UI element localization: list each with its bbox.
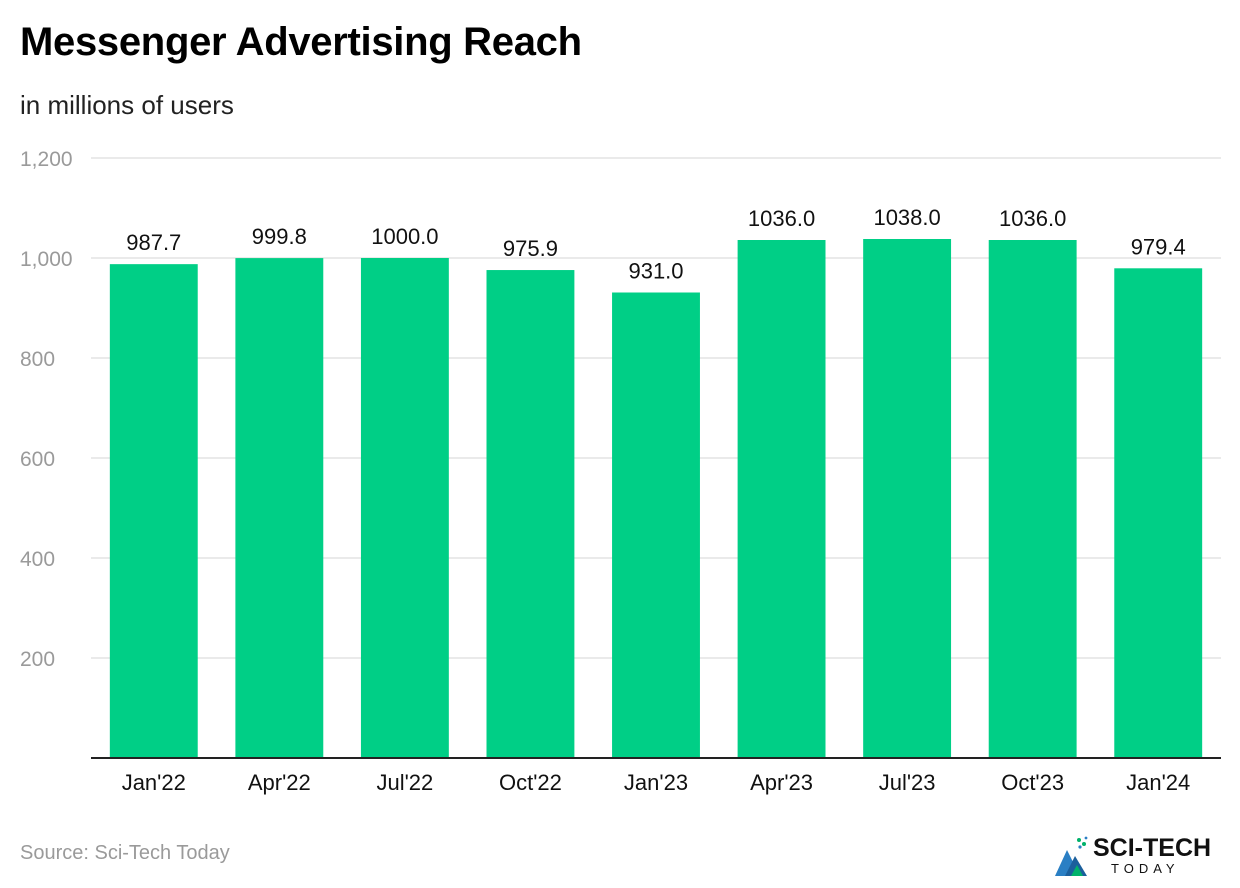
- bar: [486, 270, 575, 758]
- y-axis-ticks: 200 400 600 800 1,000 1,200: [20, 148, 73, 671]
- bar: [1114, 268, 1203, 758]
- bar-value-label: 979.4: [1131, 234, 1186, 259]
- x-tick-label: Jan'23: [624, 770, 688, 795]
- y-tick-label: 800: [20, 348, 55, 371]
- brand-logo: SCI-TECH TODAY: [1053, 832, 1228, 880]
- chart-subtitle: in millions of users: [20, 90, 234, 120]
- y-tick-label: 200: [20, 648, 55, 671]
- x-tick-label: Oct'23: [1001, 770, 1064, 795]
- bar-value-label: 1000.0: [371, 224, 438, 249]
- x-tick-label: Apr'22: [248, 770, 311, 795]
- x-tick-label: Jul'23: [879, 770, 936, 795]
- chart-title: Messenger Advertising Reach: [20, 20, 582, 64]
- bars: [109, 239, 1203, 758]
- x-tick-label: Jan'24: [1126, 770, 1190, 795]
- bar: [737, 240, 826, 758]
- bar: [988, 240, 1077, 758]
- x-axis-ticks: Jan'22 Apr'22 Jul'22 Oct'22 Jan'23 Apr'23 Jul'…: [122, 770, 1191, 795]
- bar: [235, 258, 324, 758]
- bar-value-label: 1036.0: [748, 206, 815, 231]
- x-tick-label: Jul'22: [376, 770, 433, 795]
- bar-value-label: 999.8: [252, 224, 307, 249]
- bar: [612, 292, 700, 758]
- bar-value-label: 987.7: [126, 230, 181, 255]
- x-tick-label: Oct'22: [499, 770, 562, 795]
- y-tick-label: 1,000: [20, 248, 73, 271]
- brand-mountain-icon: [1055, 836, 1088, 876]
- source-note: Source: Sci-Tech Today: [20, 842, 230, 864]
- bar-value-label: 975.9: [503, 236, 558, 261]
- x-tick-label: Apr'23: [750, 770, 813, 795]
- brand-tagline: TODAY: [1111, 861, 1180, 876]
- brand-name: SCI-TECH: [1093, 834, 1212, 862]
- y-tick-label: 400: [20, 548, 55, 571]
- bar-value-label: 1038.0: [873, 205, 940, 230]
- data-labels: 987.7 999.8 1000.0 975.9 931.0 1036.0 1038.0 10…: [126, 205, 1186, 284]
- x-tick-label: Jan'22: [122, 770, 186, 795]
- bar: [863, 239, 952, 758]
- bar: [360, 258, 449, 758]
- y-tick-label: 600: [20, 448, 55, 471]
- y-tick-label: 1,200: [20, 148, 73, 171]
- bar-value-label: 1036.0: [999, 206, 1066, 231]
- bar-value-label: 931.0: [628, 259, 683, 284]
- bar: [109, 264, 198, 758]
